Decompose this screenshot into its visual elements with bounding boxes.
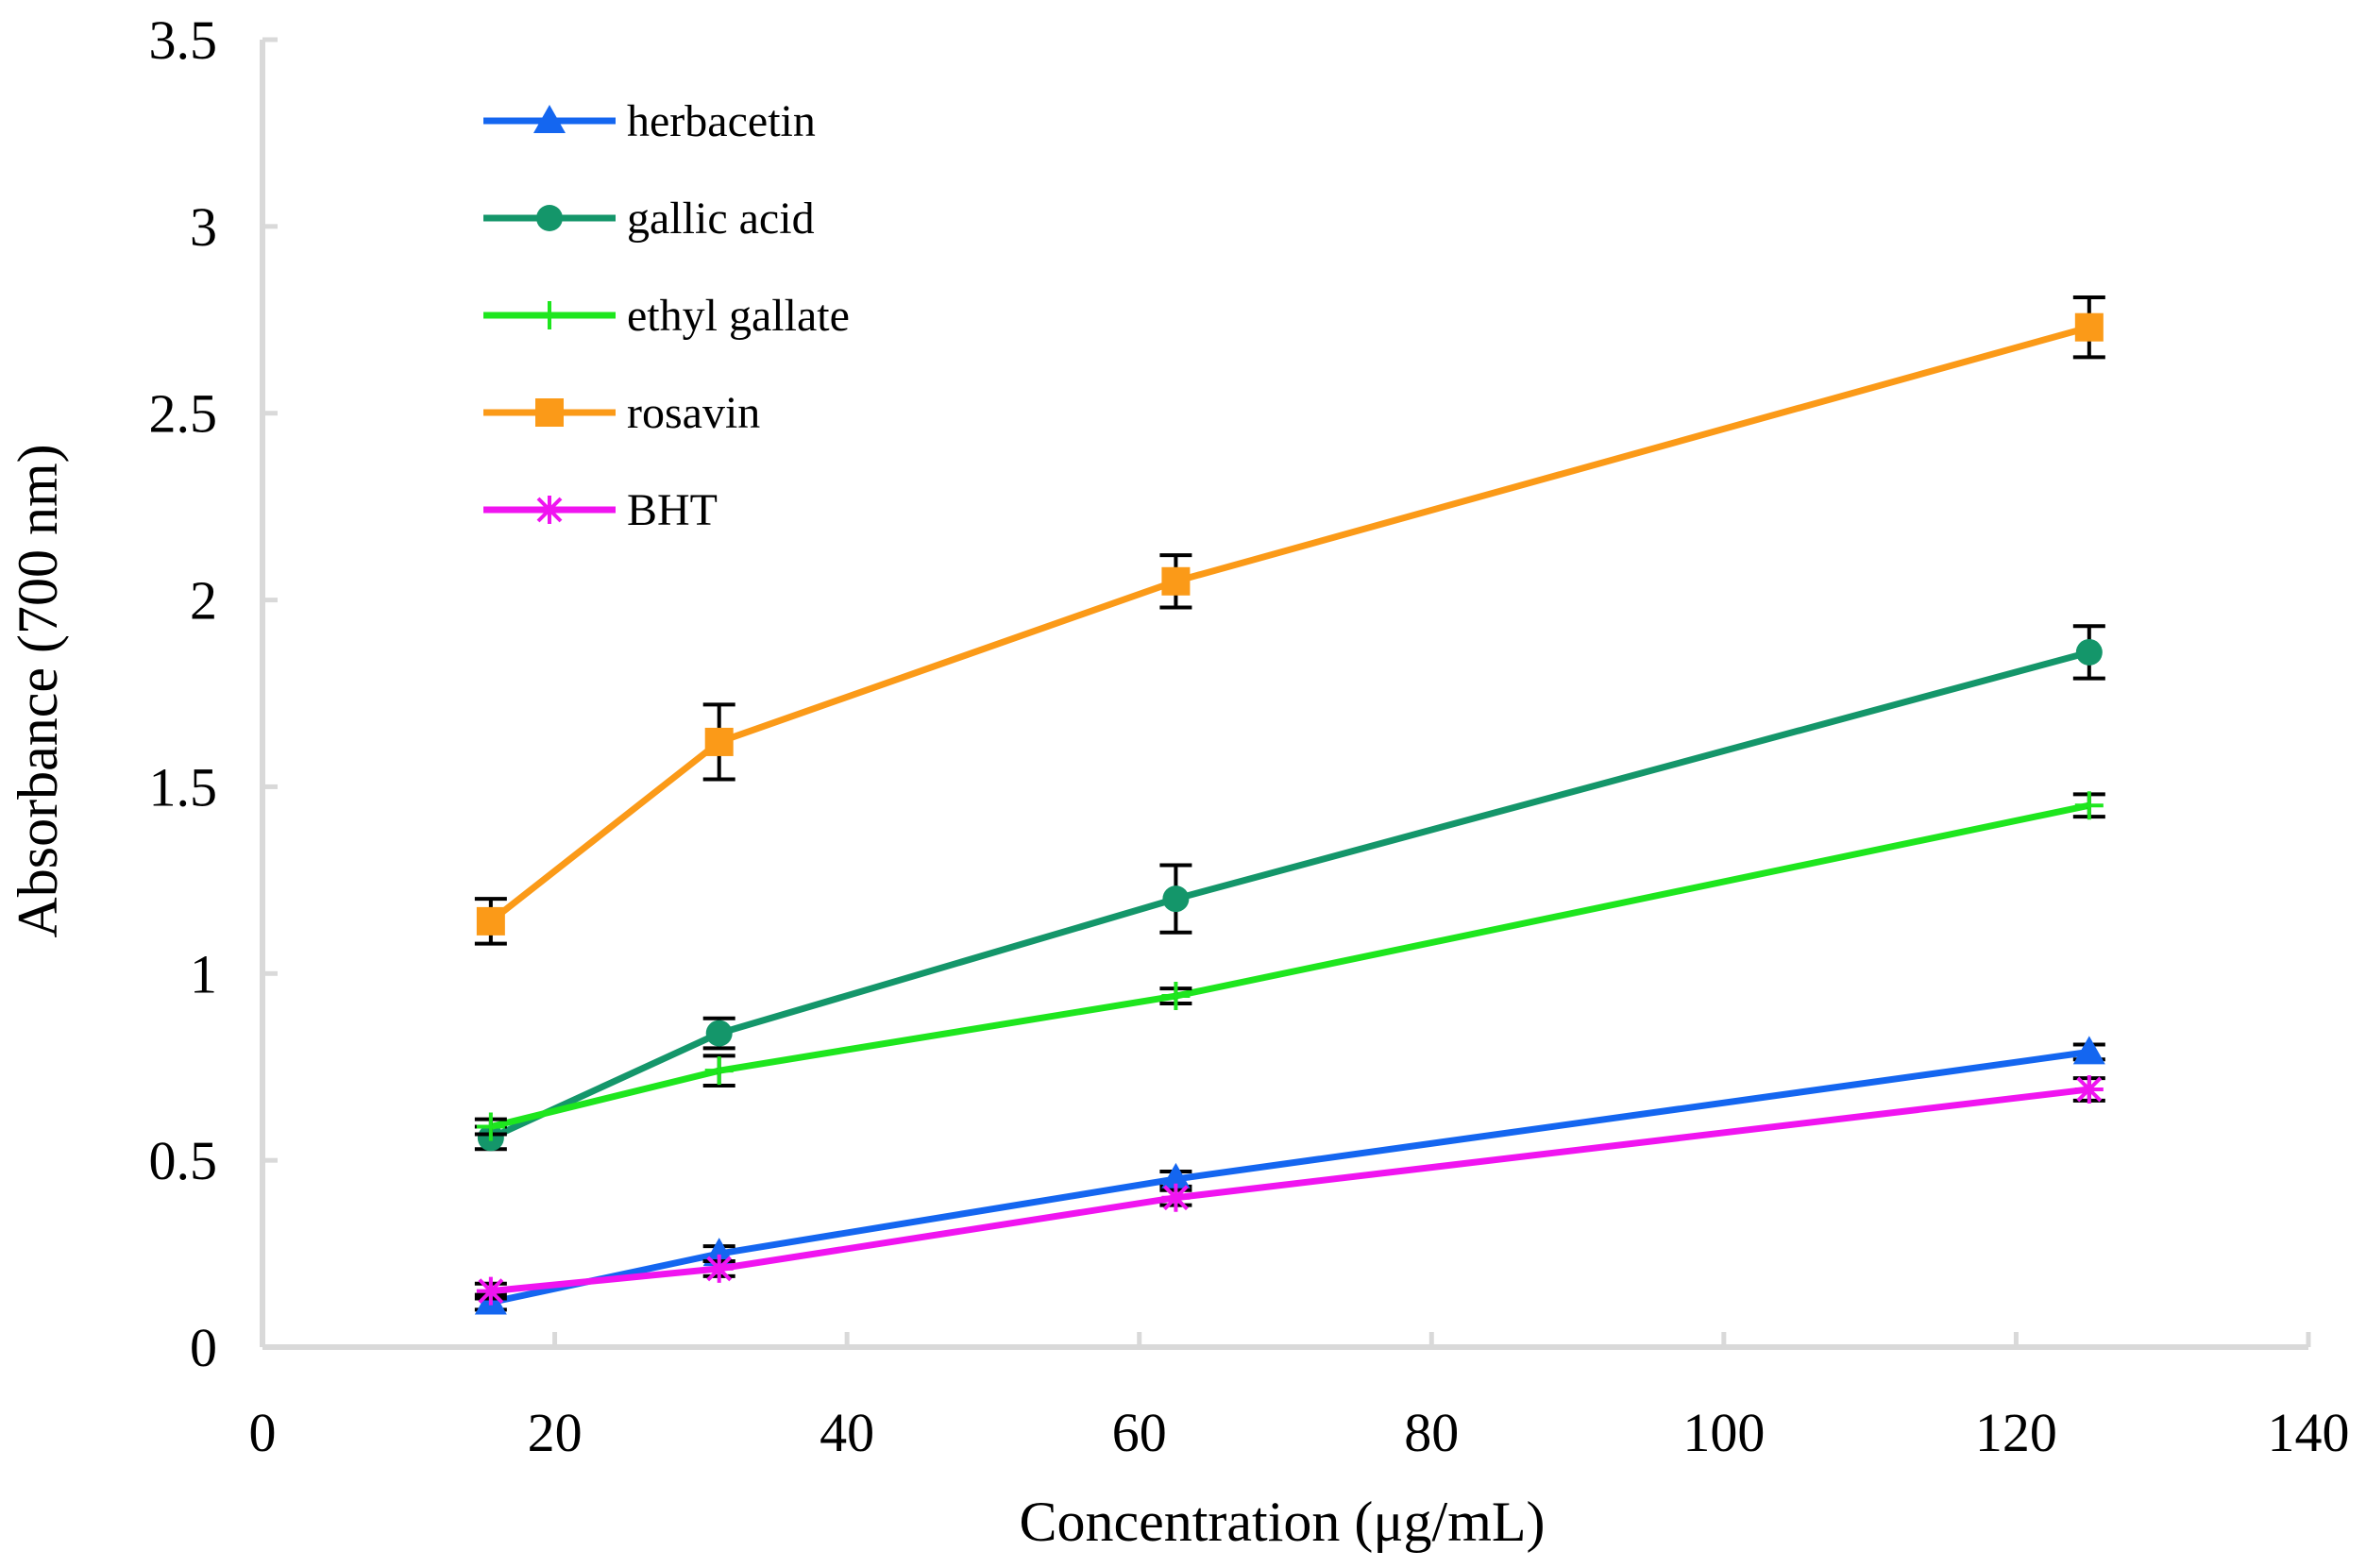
data-point <box>476 1276 505 1306</box>
legend-item-herbacetin: herbacetin <box>483 96 816 146</box>
x-axis-title: Concentration (μg/mL) <box>1019 1491 1545 1553</box>
series-ethyl-gallate <box>474 791 2105 1141</box>
series-line-bht <box>490 1086 2090 1295</box>
y-axis-ticks: 0 0.5 1 1.5 2 2.5 3 3.5 <box>149 9 278 1378</box>
x-tick-label: 100 <box>1682 1402 1765 1463</box>
data-point <box>476 1112 505 1141</box>
data-point <box>1161 1183 1191 1212</box>
axes <box>260 40 2308 1350</box>
data-point <box>704 727 734 756</box>
series-bht <box>474 1074 2105 1306</box>
legend-marker <box>535 301 564 329</box>
legend-label: ethyl gallate <box>627 291 850 341</box>
data-point <box>1161 566 1191 596</box>
data-point <box>2074 312 2104 342</box>
legend-label: rosavin <box>627 388 760 438</box>
series-line-rosavin <box>488 324 2090 924</box>
data-point <box>704 1056 734 1086</box>
x-tick-label: 60 <box>1112 1402 1167 1463</box>
data-point <box>1159 1162 1192 1191</box>
data-point <box>2074 791 2104 820</box>
data-point <box>476 906 505 936</box>
legend-marker <box>536 205 563 231</box>
series-line-ethyl-gallate <box>490 801 2090 1130</box>
y-tick-label: 0.5 <box>149 1130 218 1191</box>
y-tick-label: 2.5 <box>149 383 218 445</box>
y-tick-label: 2 <box>190 570 217 632</box>
data-point <box>704 1254 734 1283</box>
x-tick-label: 20 <box>528 1402 583 1463</box>
x-tick-label: 80 <box>1404 1402 1459 1463</box>
y-tick-label: 3.5 <box>149 9 218 71</box>
series-line-gallic-acid <box>489 649 2090 1141</box>
legend-label: gallic acid <box>627 194 815 244</box>
legend-item-bht: BHT <box>483 485 718 535</box>
data-point <box>2072 1036 2105 1065</box>
legend-marker <box>533 105 566 133</box>
x-tick-label: 40 <box>820 1402 874 1463</box>
data-point <box>2074 1074 2104 1104</box>
x-tick-label: 0 <box>249 1402 277 1463</box>
y-tick-label: 0 <box>190 1317 217 1378</box>
y-tick-label: 1.5 <box>149 756 218 818</box>
x-tick-label: 140 <box>2268 1402 2350 1463</box>
x-axis-ticks: 0 20 40 60 80 100 120 140 <box>249 1332 2350 1463</box>
legend-label: BHT <box>627 485 718 535</box>
data-point <box>2075 638 2103 666</box>
legend-marker <box>535 496 564 524</box>
y-axis-title: Absorbance (700 nm) <box>7 444 69 937</box>
data-point <box>1162 885 1190 913</box>
series-layer <box>474 295 2105 1315</box>
legend-label: herbacetin <box>627 96 816 146</box>
data-point <box>1161 982 1191 1011</box>
legend-marker <box>535 398 564 427</box>
y-tick-label: 3 <box>190 196 217 258</box>
y-tick-label: 1 <box>190 943 217 1004</box>
series-rosavin <box>474 295 2105 946</box>
legend-item-rosavin: rosavin <box>483 388 760 438</box>
x-tick-label: 120 <box>1975 1402 2057 1463</box>
legend-item-ethyl-gallate: ethyl gallate <box>483 291 850 341</box>
data-point <box>705 1020 733 1047</box>
legend-item-gallic-acid: gallic acid <box>483 194 815 244</box>
legend: herbacetin gallic acid ethyl gallate rosavi… <box>483 96 850 535</box>
